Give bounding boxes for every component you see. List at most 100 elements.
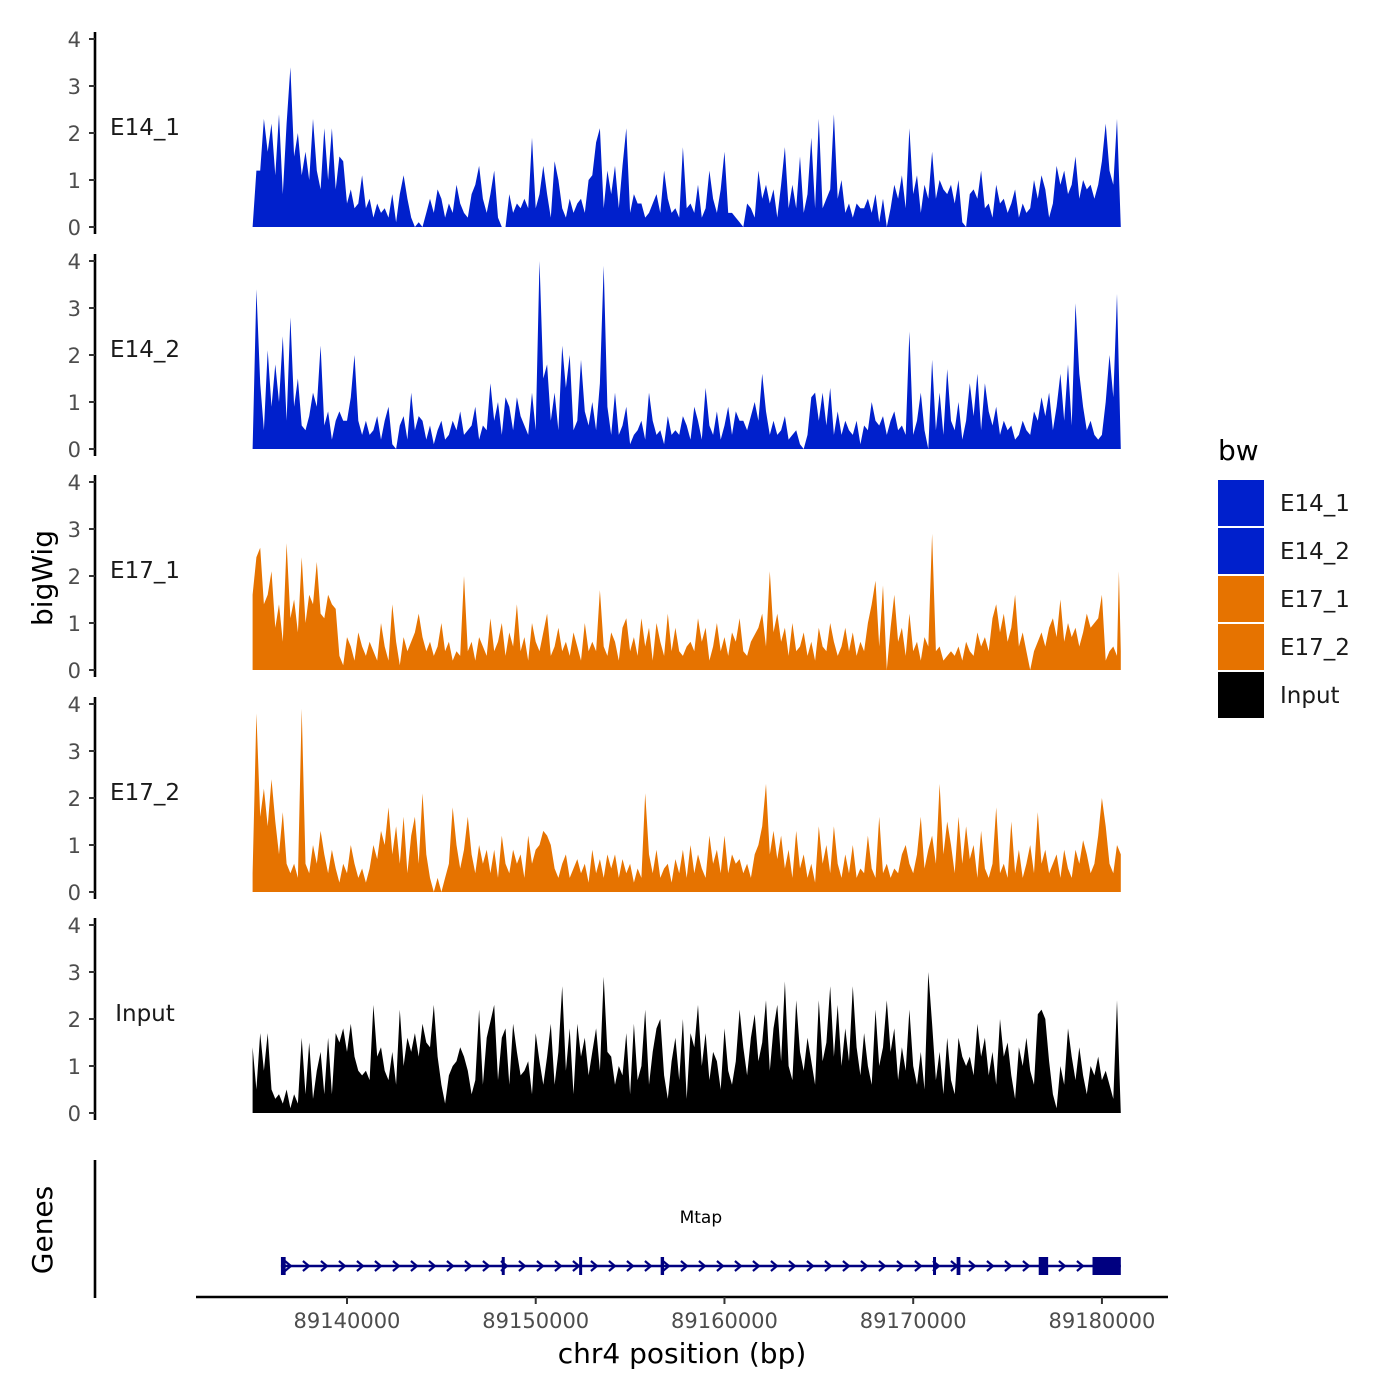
x-tick-label: 89150000: [482, 1309, 589, 1333]
x-tick-label: 89170000: [860, 1309, 967, 1333]
legend-label: E14_2: [1280, 539, 1350, 565]
track-label: E17_1: [110, 558, 180, 584]
legend-swatch: [1218, 624, 1264, 670]
coverage-area-E17_2: [252, 708, 1121, 892]
strand-arrow: [698, 1260, 707, 1272]
strand-arrow: [680, 1260, 689, 1272]
strand-arrow: [302, 1260, 311, 1272]
y-tick-label: 3: [68, 740, 81, 764]
y-tick-label: 1: [68, 1055, 81, 1079]
track-E17_2: 0 1 2 3 4 E17_2: [68, 693, 1121, 905]
strand-arrow: [572, 1260, 581, 1272]
strand-arrow: [914, 1260, 923, 1272]
genes-track-title: Genes: [26, 1186, 59, 1274]
strand-arrow: [662, 1260, 671, 1272]
coverage-area-E17_1: [252, 533, 1121, 670]
legend-item-E14_2: E14_2: [1218, 528, 1350, 574]
legend-swatch: [1218, 480, 1264, 526]
legend-label: E17_1: [1280, 587, 1350, 613]
y-tick-label: 0: [68, 659, 81, 683]
strand-arrow: [446, 1260, 455, 1272]
exon: [1038, 1257, 1049, 1275]
track-label: E17_2: [110, 780, 180, 806]
coverage-area-Input: [252, 972, 1121, 1113]
exon: [579, 1257, 583, 1275]
x-axis-title: chr4 position (bp): [558, 1337, 807, 1370]
track-label: E14_2: [110, 337, 180, 363]
strand-arrow: [752, 1260, 761, 1272]
exon: [956, 1257, 961, 1275]
strand-arrow: [788, 1260, 797, 1272]
track-E17_1: 0 1 2 3 4 E17_1: [68, 471, 1121, 683]
y-tick-label: 3: [68, 297, 81, 321]
y-tick-label: 1: [68, 612, 81, 636]
strand-arrow: [1004, 1260, 1013, 1272]
tracks-layer: 0 1 2 3 4 E14_1 0 1 2 3 4 E14_2 0 1 2 3 4 E17_1 0 1 2 3 4 E17_2…: [68, 28, 1121, 1126]
y-tick-label: 1: [68, 169, 81, 193]
legend-swatch: [1218, 576, 1264, 622]
strand-arrow: [464, 1260, 473, 1272]
exon: [1092, 1257, 1121, 1275]
gene-name-label: Mtap: [680, 1208, 723, 1228]
track-E14_2: 0 1 2 3 4 E14_2: [68, 250, 1121, 462]
strand-arrow: [536, 1260, 545, 1272]
strand-arrow: [410, 1260, 419, 1272]
y-tick-label: 2: [68, 787, 81, 811]
legend-swatch: [1218, 672, 1264, 718]
exon: [280, 1257, 286, 1275]
y-tick-label: 4: [68, 693, 81, 717]
y-tick-label: 0: [68, 881, 81, 905]
strand-arrow: [518, 1260, 527, 1272]
strand-arrow: [284, 1260, 293, 1272]
x-tick-label: 89180000: [1048, 1309, 1155, 1333]
legend-title: bw: [1218, 434, 1259, 467]
legend-item-E17_1: E17_1: [1218, 576, 1350, 622]
strand-arrow: [716, 1260, 725, 1272]
legend-swatch: [1218, 528, 1264, 574]
strand-arrow: [878, 1260, 887, 1272]
y-tick-label: 2: [68, 122, 81, 146]
strand-arrow: [734, 1260, 743, 1272]
legend-label: E14_1: [1280, 491, 1350, 517]
strand-arrow: [428, 1260, 437, 1272]
y-tick-label: 4: [68, 28, 81, 52]
y-tick-label: 1: [68, 391, 81, 415]
strand-arrow: [1076, 1260, 1085, 1272]
genes-layer: Mtap: [93, 1160, 1121, 1298]
x-tick-label: 89160000: [671, 1309, 778, 1333]
exon: [501, 1257, 505, 1275]
strand-arrow: [590, 1260, 599, 1272]
strand-arrow: [482, 1260, 491, 1272]
y-tick-label: 3: [68, 75, 81, 99]
legend-item-E14_1: E14_1: [1218, 480, 1350, 526]
legend-label: Input: [1280, 683, 1340, 709]
strand-arrow: [770, 1260, 779, 1272]
strand-arrow: [1022, 1260, 1031, 1272]
coverage-area-E14_1: [252, 67, 1121, 227]
exon: [933, 1257, 937, 1275]
gene-Mtap: Mtap: [280, 1208, 1121, 1275]
strand-arrow: [842, 1260, 851, 1272]
x-tick-label: 89140000: [294, 1309, 401, 1333]
exon: [660, 1257, 665, 1275]
track-Input: 0 1 2 3 4 Input: [68, 914, 1121, 1126]
strand-arrow: [392, 1260, 401, 1272]
track-E14_1: 0 1 2 3 4 E14_1: [68, 28, 1121, 240]
y-tick-label: 2: [68, 344, 81, 368]
y-tick-label: 3: [68, 961, 81, 985]
y-tick-label: 4: [68, 471, 81, 495]
legend-item-Input: Input: [1218, 672, 1340, 718]
y-tick-label: 3: [68, 518, 81, 542]
strand-arrow: [806, 1260, 815, 1272]
strand-arrow: [626, 1260, 635, 1272]
strand-arrow: [608, 1260, 617, 1272]
legend: bw E14_1 E14_2 E17_1 E17_2 Input: [1218, 434, 1350, 718]
strand-arrow: [338, 1260, 347, 1272]
coverage-area-E14_2: [252, 261, 1121, 449]
track-label: Input: [115, 1001, 175, 1027]
strand-arrow: [896, 1260, 905, 1272]
y-tick-label: 4: [68, 914, 81, 938]
strand-arrow: [1058, 1260, 1067, 1272]
strand-arrow: [356, 1260, 365, 1272]
